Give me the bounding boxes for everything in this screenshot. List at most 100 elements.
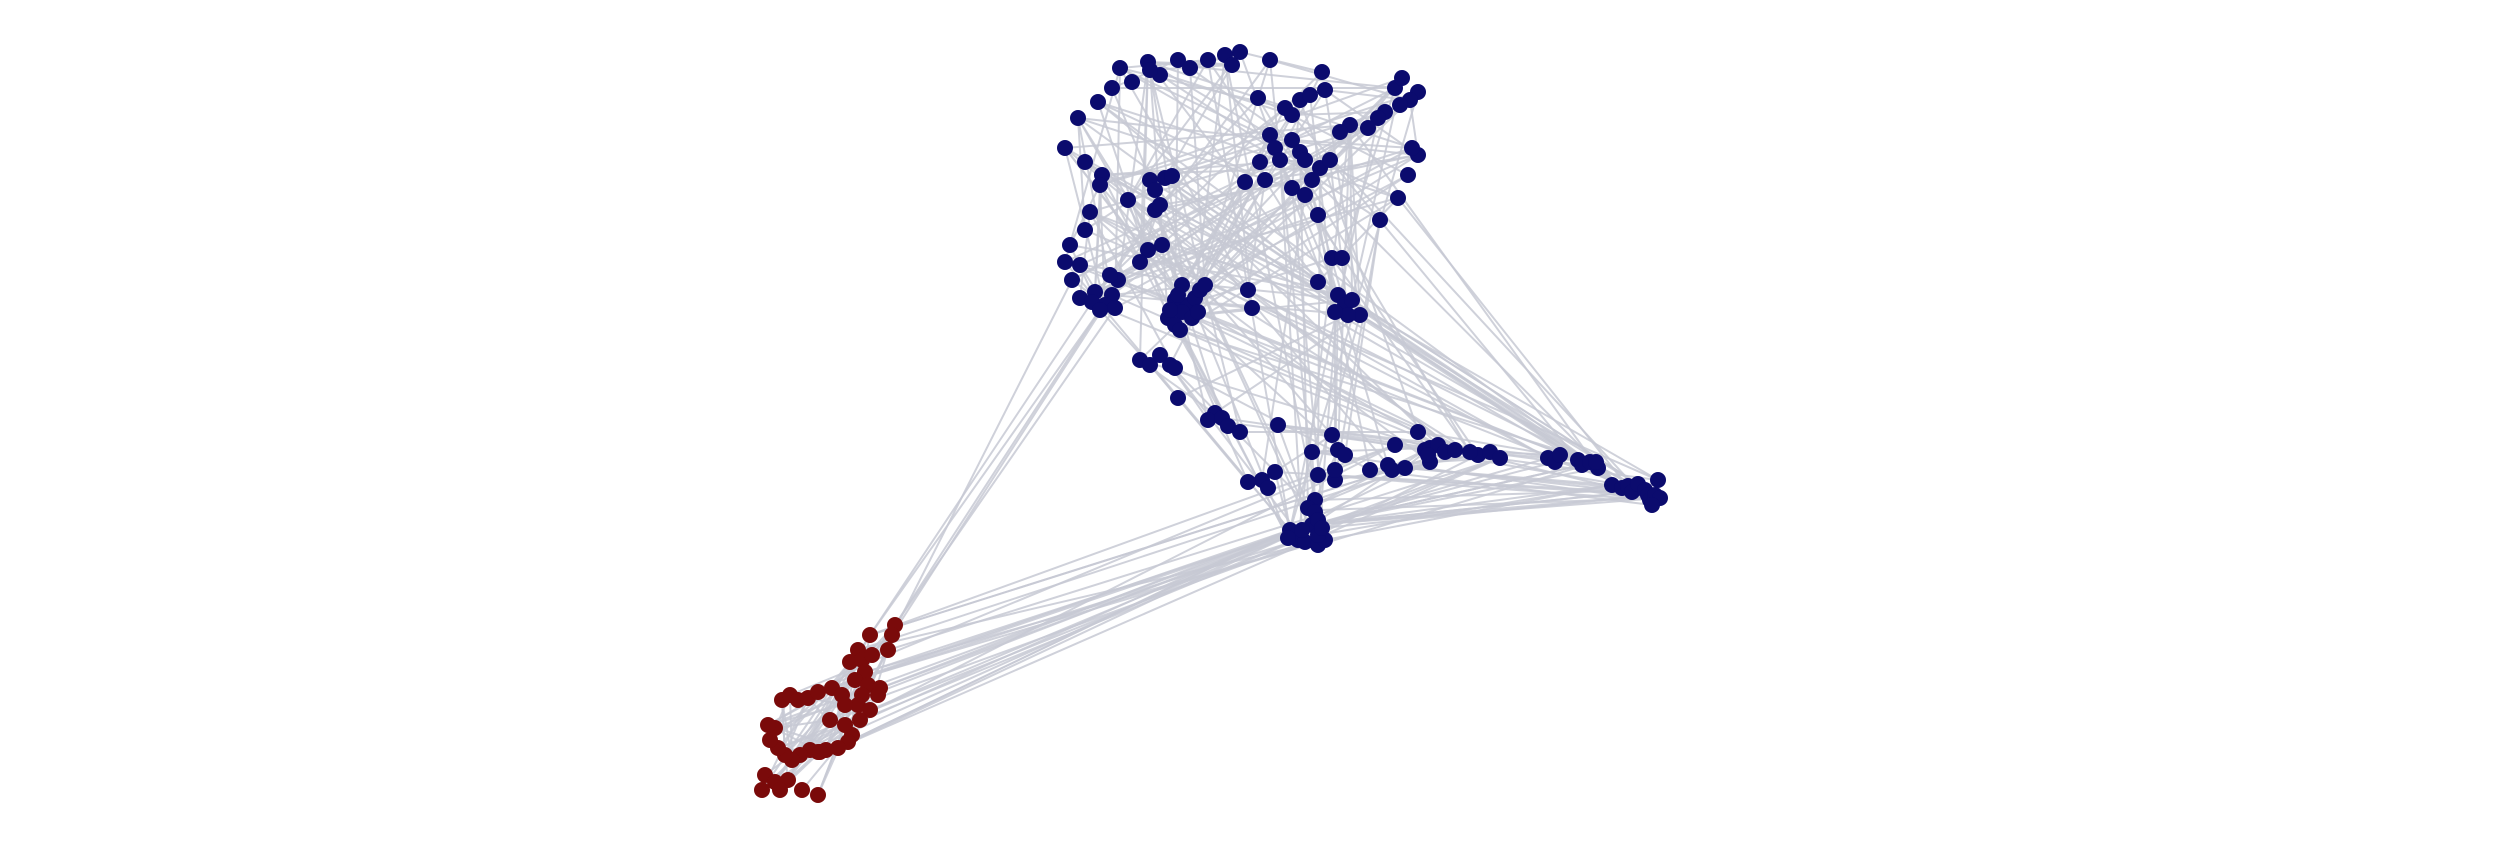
graph-edge [1317,461,1597,546]
graph-edge [1269,59,1411,101]
graph-node-blue [1200,52,1216,68]
graph-edge [1094,174,1103,293]
graph-node-blue [1124,74,1140,90]
graph-edge [1329,159,1349,316]
graph-node-blue [1447,442,1463,458]
graph-edge [1179,329,1597,463]
graph-edge [1077,117,1419,156]
graph-edge [1314,449,1339,501]
graph-edge [869,444,1396,636]
graph-node-blue [1284,132,1300,148]
graph-edge [1284,107,1653,506]
graph-node-blue [1387,437,1403,453]
graph-node-red [870,687,886,703]
graph-node-blue [1644,497,1660,513]
graph-node-blue [1352,307,1368,323]
graph-node-blue [1257,172,1273,188]
graph-edge [1311,491,1633,526]
graph-node-blue [1410,424,1426,440]
graph-node-red [884,627,900,643]
graph-node-blue [1304,444,1320,460]
graph-node-blue [1588,454,1604,470]
graph-node-blue [1552,447,1568,463]
graph-node-red [772,782,788,798]
graph-node-blue [1057,254,1073,270]
graph-node-blue [1064,272,1080,288]
graph-edge [1179,197,1399,331]
graph-node-blue [1340,307,1356,323]
graph-node-blue [1322,152,1338,168]
graph-edge [1127,199,1633,493]
graph-edge [1164,177,1591,463]
graph-node-blue [1404,140,1420,156]
graph-node-red [864,647,880,663]
graph-node-blue [1420,447,1436,463]
graph-edge [1079,154,1419,299]
graph-edge [1154,97,1259,211]
graph-edge [1317,474,1656,496]
graph-node-red [794,782,810,798]
graph-node-red [810,787,826,803]
graph-node-blue [1197,277,1213,293]
graph-node-blue [1152,197,1168,213]
graph-edge [1279,159,1303,531]
graph-node-blue [1310,274,1326,290]
graph-node-blue [1170,390,1186,406]
graph-node-blue [1240,474,1256,490]
graph-edge [1311,147,1413,181]
graph-edge [891,304,1106,636]
graph-node-blue [1384,462,1400,478]
graph-edge [1299,99,1426,451]
graph-node-red [837,697,853,713]
graph-node-red [862,627,878,643]
graph-node-blue [1267,140,1283,156]
graph-node-blue [1104,80,1120,96]
graph-edge [1127,199,1456,451]
graph-edge [894,309,1101,626]
graph-edge [1169,364,1306,543]
graph-node-blue [1297,152,1313,168]
graph-edge [1311,467,1599,526]
graph-edge [869,309,1101,636]
graph-node-blue [1327,462,1343,478]
graph-edge [1154,189,1319,546]
graph-node-blue [1142,62,1158,78]
graph-node-blue [1072,257,1088,273]
graph-node-blue [1272,152,1288,168]
graph-node-blue [1164,168,1180,184]
graph-node-blue [1092,302,1108,318]
graph-node-red [822,712,838,728]
graph-edge [1179,329,1419,433]
graph-node-blue [1370,110,1386,126]
graph-node-blue [1224,57,1240,73]
graph-edge [1321,497,1661,511]
graph-edge [1359,314,1661,499]
graph-edge [894,307,1116,626]
graph-node-blue [1344,292,1360,308]
graph-edge [1147,61,1241,433]
graph-node-blue [1190,304,1206,320]
graph-node-red [850,697,866,713]
graph-node-blue [1397,460,1413,476]
graph-node-blue [1302,87,1318,103]
graph-node-blue [1090,94,1106,110]
graph-node-blue [1107,300,1123,316]
graph-node-blue [1392,97,1408,113]
graph-node-blue [1294,522,1310,538]
graph-node-red [812,744,828,760]
graph-node-red [762,732,778,748]
graph-node-blue [1324,427,1340,443]
graph-node-red [830,740,846,756]
graph-edge [1099,77,1403,186]
graph-node-blue [1262,52,1278,68]
graph-node-blue [1394,70,1410,86]
graph-node-blue [1284,107,1300,123]
graph-node-blue [1244,300,1260,316]
graph-edge [1097,101,1266,181]
graph-edge [1079,117,1379,299]
graph-node-red [754,782,770,798]
graph-edge [1089,211,1646,491]
graph-edge [869,524,1313,711]
graph-node-red [760,717,776,733]
